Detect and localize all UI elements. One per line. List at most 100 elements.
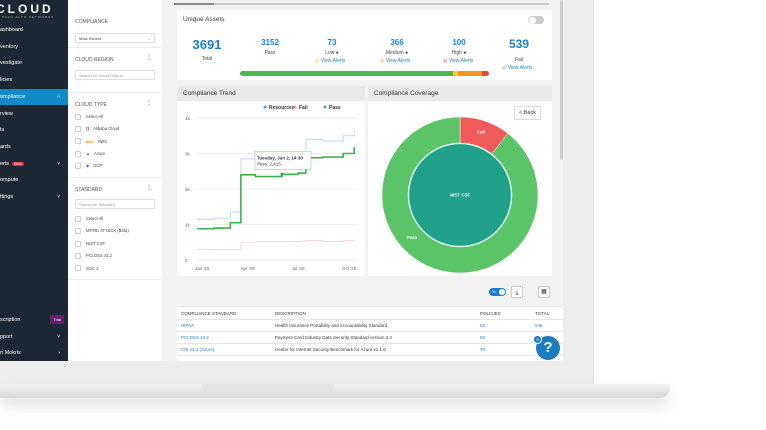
policies-link[interactable]: 78: [480, 347, 486, 352]
table-header: COMPLIANCE STANDARD DESCRIPTION POLICIES TO…: [177, 306, 563, 320]
sidebar-item-label: ompute: [0, 177, 19, 184]
checkbox-label: GCP: [93, 163, 103, 169]
legend-label[interactable]: Pass: [329, 105, 341, 111]
x-tick-label: Apr '20: [240, 266, 255, 271]
table-row: HIPAA Health Insurance Portability and Ac…: [177, 320, 563, 332]
card-title: Compliance Coverage: [368, 86, 552, 101]
kebab-icon[interactable]: ⋮: [146, 55, 152, 61]
checkbox-standard[interactable]: PCI DSS v3.2: [75, 252, 112, 260]
x-tick-label: Oct '20: [342, 266, 357, 271]
checkbox[interactable]: [75, 253, 81, 260]
toggle-label: %: [492, 289, 496, 294]
download-icon[interactable]: ⤓: [511, 286, 523, 298]
column-header[interactable]: DESCRIPTION: [275, 311, 306, 316]
policies-link[interactable]: 93: [480, 335, 486, 340]
checkbox-standard[interactable]: SOC 2: [75, 265, 99, 273]
center-label: NIST CSF: [450, 193, 471, 198]
standard-search[interactable]: Search for Standard: [75, 199, 155, 209]
checkbox-cloud-type[interactable]: ⟨⟩ Alibaba Cloud: [75, 125, 119, 133]
tooltip-text: Pass: 2,415: [257, 161, 281, 166]
standard-link[interactable]: PCI DSS v3.2: [181, 335, 209, 340]
column-header[interactable]: TOTAL: [535, 311, 550, 316]
checkbox[interactable]: [75, 113, 81, 120]
checkbox[interactable]: [75, 240, 81, 247]
legend-marker[interactable]: [293, 105, 297, 109]
checkbox[interactable]: [75, 163, 81, 170]
back-button[interactable]: < Back: [514, 106, 541, 120]
description-cell: Center for Internet Security Benchmark f…: [275, 347, 386, 352]
sidebar-item[interactable]: ashboard: [0, 22, 68, 38]
checkbox[interactable]: [75, 265, 81, 272]
checkbox[interactable]: [75, 150, 81, 157]
tooltip-marker: [280, 172, 284, 176]
filter-compliance: COMPLIANCE Most Recent ⌄: [68, 0, 162, 48]
alert-icon: ◎: [380, 58, 385, 64]
percent-toggle[interactable]: %: [489, 288, 506, 296]
azure-icon: ▲: [86, 150, 90, 156]
sidebar-item[interactable]: ts: [0, 122, 68, 138]
checkbox[interactable]: [75, 138, 81, 145]
slice-pass[interactable]: [381, 116, 539, 274]
legend-label[interactable]: Fail: [299, 105, 308, 111]
checkbox[interactable]: [75, 126, 81, 133]
high-view-alerts[interactable]: ◎ View Alerts: [443, 58, 473, 64]
standard-link[interactable]: HIPAA: [181, 323, 195, 328]
card-title: Compliance Trend: [177, 86, 365, 101]
center-slice[interactable]: [408, 143, 512, 247]
high-count: 100: [452, 38, 466, 47]
compliance-select[interactable]: Most Recent ⌄: [75, 33, 155, 43]
kebab-icon[interactable]: ⋮: [146, 100, 152, 106]
coverage-donut: Fail Pass NIST CSF: [381, 116, 539, 274]
sidebar-item[interactable]: ompliance ˄: [0, 88, 68, 105]
sidebar-item[interactable]: rview: [0, 106, 68, 122]
legend-marker[interactable]: [263, 105, 267, 109]
policies-link[interactable]: 82: [480, 323, 486, 328]
checkbox-standard[interactable]: MITRE ATT&CK (Beta): [75, 227, 129, 235]
sidebar-item-label: vestigate: [0, 60, 23, 67]
total-link[interactable]: 248: [535, 323, 543, 328]
checkbox-cloud-type[interactable]: ◆ GCP: [75, 162, 102, 170]
scrollbar[interactable]: [560, 0, 563, 160]
sidebar-item[interactable]: licies: [0, 72, 68, 88]
sidebar-item[interactable]: vestigate: [0, 55, 68, 71]
checkbox-cloud-type[interactable]: ▲ Azure: [75, 150, 105, 158]
x-tick-label: Jan '20: [195, 266, 210, 271]
sidebar-item[interactable]: ttings ˅: [0, 189, 68, 205]
legend-label[interactable]: Resources: [269, 105, 295, 111]
medium-view-alerts[interactable]: ◎ View Alerts: [380, 58, 410, 64]
standard-link[interactable]: CIS v1.1 (Azure): [181, 347, 215, 352]
kebab-icon[interactable]: ⋮: [146, 185, 152, 191]
columns-icon[interactable]: ▦: [538, 286, 550, 298]
sidebar-bottom-item[interactable]: pport ˅: [0, 329, 68, 345]
slice-label: Fail: [477, 130, 485, 135]
legend-marker[interactable]: [323, 105, 327, 109]
alert-icon: ◎: [443, 58, 448, 64]
checkbox[interactable]: [75, 228, 81, 235]
trend-chart: 0 1k 2k 3k 4k Jan '20 Apr '20 Jul '20 Oct '20 Res…: [185, 105, 357, 271]
sidebar-item[interactable]: ventory: [0, 39, 68, 55]
series-line-resources: [197, 128, 355, 220]
fail-view-alerts[interactable]: ◎ View Alerts: [502, 65, 532, 71]
low-view-alerts[interactable]: ◎ View Alerts: [315, 58, 345, 64]
column-header[interactable]: POLICIES: [480, 311, 501, 316]
checkbox-standard[interactable]: NIST CSF: [75, 240, 105, 248]
checkbox-standard[interactable]: Select All: [75, 215, 103, 223]
severity-segment-medium: [457, 71, 483, 76]
unique-assets-card: Unique Assets 3691 Total 3152 Pass 73 Lo…: [177, 10, 552, 80]
toggle[interactable]: [528, 16, 544, 24]
sidebar-bottom-item[interactable]: n Mokris ›: [0, 345, 68, 361]
checkbox-cloud-type[interactable]: Select All: [75, 113, 103, 121]
sidebar-item[interactable]: ards: [0, 139, 68, 155]
help-icon: ?: [543, 339, 553, 356]
y-tick-label: 2k: [185, 187, 191, 192]
y-tick-label: 0: [185, 258, 188, 263]
column-header[interactable]: COMPLIANCE STANDARD: [181, 311, 237, 316]
cloud-region-search[interactable]: Search for Cloud Region: [75, 70, 155, 80]
medium-label: Medium ●: [385, 50, 409, 56]
sidebar-item[interactable]: ompute: [0, 172, 68, 188]
checkbox[interactable]: [75, 215, 81, 222]
fail-label: Fail: [514, 57, 524, 63]
sidebar-bottom-item[interactable]: scription Trial: [0, 312, 68, 328]
sidebar-item[interactable]: erts 5684 ˅: [0, 156, 68, 172]
checkbox-cloud-type[interactable]: aws AWS: [75, 138, 107, 146]
